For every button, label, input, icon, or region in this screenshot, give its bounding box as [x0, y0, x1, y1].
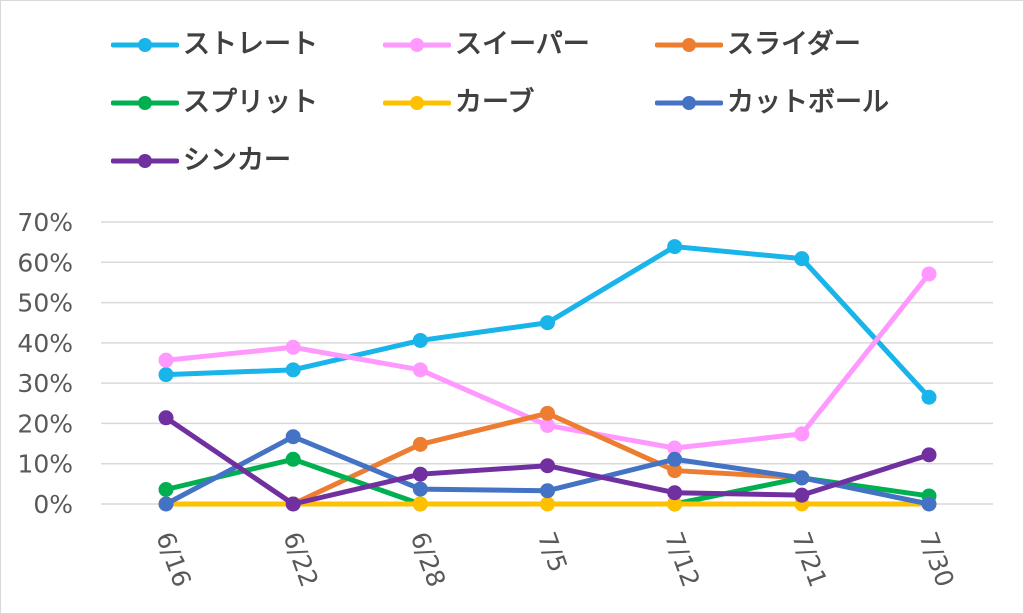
y-tick-label: 60% [17, 248, 73, 277]
data-point [285, 496, 301, 512]
y-tick-label: 70% [17, 208, 73, 237]
data-point [921, 496, 937, 512]
data-point [921, 266, 937, 282]
x-tick-label: 7/30 [913, 528, 959, 591]
legend-swatch-marker [138, 96, 152, 110]
legend-label: シンカー [183, 145, 291, 176]
legend-label: ストレート [183, 29, 318, 60]
data-point [794, 426, 810, 442]
legend-item: カーブ [383, 85, 534, 121]
legend-swatch-marker [138, 154, 152, 168]
legend-label: カットボール [727, 87, 889, 118]
series-6 [158, 429, 937, 512]
y-tick-label: 30% [17, 369, 73, 398]
data-point [285, 362, 301, 378]
legend-swatch [111, 96, 179, 110]
y-tick-label: 0% [33, 490, 73, 519]
data-point [412, 436, 428, 452]
data-point [158, 410, 174, 426]
legend-swatch [655, 38, 723, 52]
legend-swatch [383, 96, 451, 110]
data-point [158, 496, 174, 512]
data-point [540, 458, 555, 474]
data-point [412, 466, 428, 482]
x-tick-label: 6/28 [405, 528, 451, 591]
data-point [540, 405, 555, 421]
y-tick-label: 20% [17, 409, 73, 438]
legend-swatch-marker [410, 96, 424, 110]
x-tick-label: 7/5 [532, 528, 573, 576]
data-point [412, 481, 428, 497]
data-point [667, 239, 683, 255]
legend-label: スプリット [183, 87, 318, 118]
legend-item: ストレート [111, 27, 318, 63]
data-point [794, 251, 810, 267]
data-point [921, 389, 937, 405]
series-2 [158, 266, 937, 456]
legend-item: カットボール [655, 85, 889, 121]
series-1 [158, 239, 937, 405]
data-point [794, 487, 810, 503]
data-point [540, 315, 555, 331]
legend-swatch-marker [410, 38, 424, 52]
data-point [412, 496, 428, 512]
data-point [412, 332, 428, 348]
legend-swatch [111, 38, 179, 52]
series-7 [158, 410, 937, 512]
legend-label: カーブ [455, 87, 535, 118]
data-point [540, 483, 555, 499]
legend-swatch [383, 38, 451, 52]
legend-swatch [111, 154, 179, 168]
data-point [158, 352, 174, 368]
data-point [158, 481, 174, 497]
series-5 [158, 496, 937, 512]
legend-item: スイーパー [383, 27, 590, 63]
data-point [158, 367, 174, 383]
legend-label: スイーパー [455, 29, 590, 60]
data-point [667, 485, 683, 501]
legend-swatch-marker [138, 38, 152, 52]
data-point [412, 362, 428, 378]
data-point [794, 470, 810, 486]
x-tick-label: 6/16 [150, 528, 196, 591]
x-tick-label: 7/21 [786, 528, 832, 591]
legend-item: シンカー [111, 143, 291, 179]
legend-swatch-marker [682, 96, 696, 110]
data-point [540, 496, 555, 512]
y-tick-label: 40% [17, 329, 73, 358]
data-point [921, 447, 937, 463]
legend-item: スライダー [655, 27, 861, 63]
legend-label: スライダー [727, 29, 861, 60]
legend-swatch-marker [682, 38, 696, 52]
legend-swatch [655, 96, 723, 110]
y-tick-label: 50% [17, 289, 73, 318]
data-point [285, 429, 301, 445]
data-point [285, 339, 301, 355]
data-point [285, 451, 301, 467]
data-point [667, 451, 683, 467]
x-tick-label: 6/22 [278, 528, 324, 591]
x-tick-label: 7/12 [659, 528, 705, 591]
y-tick-label: 10% [17, 450, 73, 479]
legend-item: スプリット [111, 85, 318, 121]
